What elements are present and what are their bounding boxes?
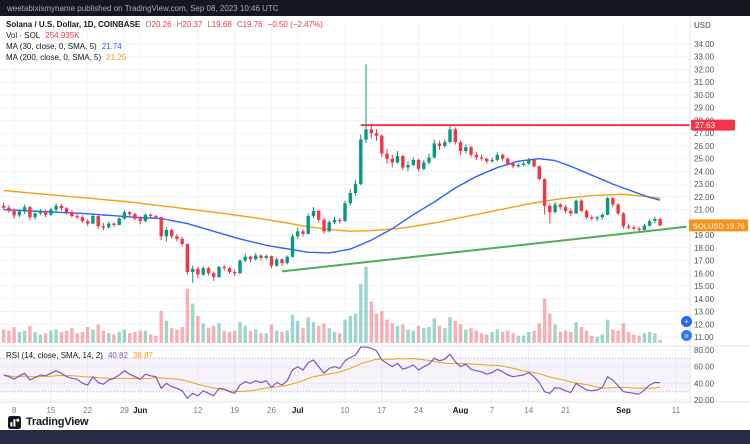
ma200-legend-row[interactable]: MA (200, close, 0, SMA, 5) 21.25	[6, 52, 323, 63]
symbol-title: Solana / U.S. Dollar, 1D, COINBASE	[6, 20, 141, 29]
svg-text:Sep: Sep	[616, 406, 631, 414]
svg-text:8: 8	[12, 406, 17, 414]
ohlc-high: H20.37	[176, 20, 203, 29]
svg-text:12.00: 12.00	[694, 320, 715, 329]
svg-text:80.00: 80.00	[694, 346, 715, 355]
plus-icon: +	[684, 317, 689, 326]
svg-text:40.00: 40.00	[694, 379, 715, 388]
svg-text:SOLUSD 19.76: SOLUSD 19.76	[693, 221, 745, 230]
svg-text:22.00: 22.00	[694, 193, 715, 202]
svg-text:29.00: 29.00	[694, 104, 715, 113]
svg-text:25.00: 25.00	[694, 155, 715, 164]
svg-text:12: 12	[193, 406, 202, 414]
svg-text:7: 7	[490, 406, 495, 414]
ma30-value: 21.74	[101, 42, 122, 51]
svg-text:29: 29	[120, 406, 129, 414]
scroll-to-latest-button[interactable]: »	[681, 330, 692, 341]
svg-text:27.00: 27.00	[694, 129, 715, 138]
rsi-ma-value: 38.87	[132, 351, 153, 360]
bottom-brand-bar	[0, 430, 750, 444]
svg-text:11: 11	[672, 406, 681, 414]
svg-text:Jul: Jul	[292, 406, 304, 414]
ohlc-open: O20.26	[145, 20, 172, 29]
chart-legend: Solana / U.S. Dollar, 1D, COINBASE O20.2…	[6, 19, 323, 63]
svg-text:19: 19	[230, 406, 239, 414]
rsi-legend: RSI (14, close, SMA, 14, 2) 40.82 38.87	[6, 350, 153, 361]
symbol-legend-row[interactable]: Solana / U.S. Dollar, 1D, COINBASE O20.2…	[6, 19, 323, 30]
time-axis[interactable]	[0, 402, 690, 414]
svg-text:16.00: 16.00	[694, 269, 715, 278]
rsi-label: RSI (14, close, SMA, 14, 2)	[6, 351, 103, 360]
svg-text:33.00: 33.00	[694, 53, 715, 62]
quick-add-button[interactable]: +	[681, 316, 692, 327]
ma30-legend-row[interactable]: MA (30, close, 0, SMA, 5) 21.74	[6, 41, 323, 52]
svg-text:31.00: 31.00	[694, 78, 715, 87]
svg-text:26: 26	[267, 406, 276, 414]
svg-text:21.00: 21.00	[694, 206, 715, 215]
ma200-value: 21.25	[106, 53, 127, 62]
volume-legend-row[interactable]: Vol · SOL 254.935K	[6, 30, 323, 41]
svg-text:10: 10	[341, 406, 350, 414]
ohlc-low: L19.68	[207, 20, 232, 29]
svg-text:17: 17	[377, 406, 386, 414]
svg-text:34.00: 34.00	[694, 40, 715, 49]
tradingview-wordmark[interactable]: TradingView	[26, 416, 89, 428]
svg-text:Aug: Aug	[453, 406, 469, 414]
publish-bar: weetabixismyname published on TradingVie…	[0, 0, 750, 16]
svg-text:26.00: 26.00	[694, 142, 715, 151]
volume-label: Vol · SOL	[6, 31, 41, 40]
svg-text:22: 22	[83, 406, 92, 414]
svg-text:21: 21	[561, 406, 570, 414]
svg-text:USD: USD	[694, 21, 711, 30]
svg-text:18.00: 18.00	[694, 244, 715, 253]
svg-text:32.00: 32.00	[694, 66, 715, 75]
svg-text:23.00: 23.00	[694, 180, 715, 189]
svg-text:15.00: 15.00	[694, 282, 715, 291]
svg-text:20.00: 20.00	[694, 396, 715, 405]
chevrons-right-icon: »	[684, 331, 689, 340]
svg-text:13.00: 13.00	[694, 308, 715, 317]
rsi-value: 40.82	[107, 351, 128, 360]
volume-value: 254.935K	[45, 31, 80, 40]
chart-area[interactable]: USD34.0033.0032.0031.0030.0029.0028.0027…	[0, 16, 750, 414]
ohlc-close: C19.76	[236, 20, 263, 29]
svg-text:19.00: 19.00	[694, 231, 715, 240]
tradingview-logo-icon[interactable]	[8, 415, 21, 429]
svg-text:24.00: 24.00	[694, 167, 715, 176]
svg-text:14.00: 14.00	[694, 295, 715, 304]
svg-text:24: 24	[414, 406, 423, 414]
ma30-label: MA (30, close, 0, SMA, 5)	[6, 42, 97, 51]
price-chart-canvas[interactable]: USD34.0033.0032.0031.0030.0029.0028.0027…	[0, 16, 750, 414]
price-axis[interactable]	[690, 16, 750, 402]
rsi-legend-row[interactable]: RSI (14, close, SMA, 14, 2) 40.82 38.87	[6, 350, 153, 361]
footer-bar: TradingView	[0, 414, 750, 430]
svg-text:17.00: 17.00	[694, 257, 715, 266]
svg-text:60.00: 60.00	[694, 363, 715, 372]
svg-text:11.00: 11.00	[694, 333, 714, 342]
svg-text:27.63: 27.63	[695, 121, 716, 130]
svg-text:Jun: Jun	[133, 406, 147, 414]
svg-text:14: 14	[524, 406, 533, 414]
ma200-label: MA (200, close, 0, SMA, 5)	[6, 53, 102, 62]
publish-info-text: weetabixismyname published on TradingVie…	[7, 3, 279, 13]
svg-text:30.00: 30.00	[694, 91, 715, 100]
svg-text:15: 15	[46, 406, 55, 414]
price-change: −0.50 (−2.47%)	[267, 20, 323, 29]
